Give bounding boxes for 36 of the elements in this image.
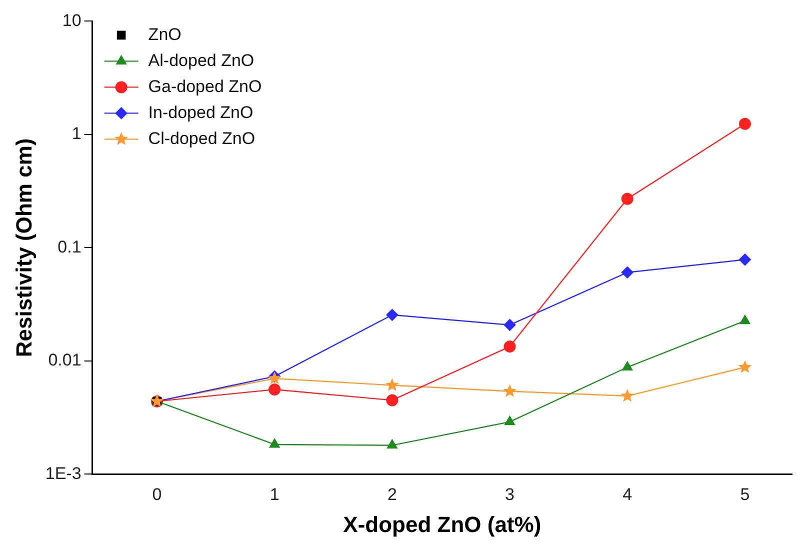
y-tick-label: 0.1 [58, 237, 82, 256]
y-axis-title: Resistivity (Ohm cm) [11, 138, 36, 358]
point [386, 439, 398, 449]
x-axis-title: X-doped ZnO (at%) [343, 512, 542, 537]
point [504, 340, 516, 353]
point [738, 118, 751, 130]
y-tick-label: 1E-3 [45, 464, 82, 483]
point [269, 438, 280, 448]
y-tick-label: 0.01 [48, 350, 82, 370]
point [386, 378, 399, 391]
legend-label: Al-doped ZnO [148, 50, 254, 70]
point [504, 416, 516, 426]
point [740, 314, 750, 324]
legend-label: In-doped ZnO [148, 102, 254, 122]
x-tick-label: 3 [505, 485, 515, 504]
point [621, 266, 634, 278]
point [738, 254, 751, 266]
x-tick-label: 2 [387, 485, 397, 504]
point [622, 361, 633, 370]
x-tick-label: 1 [270, 485, 280, 504]
legend-label: Ga-doped ZnO [148, 76, 262, 96]
legend-label: ZnO [148, 24, 182, 44]
point [386, 308, 398, 321]
point [503, 384, 516, 397]
point [268, 383, 281, 396]
y-tick-label: 1 [72, 124, 82, 144]
x-tick-label: 0 [152, 485, 162, 504]
legend-label: Cl-doped ZnO [148, 128, 256, 148]
point [386, 394, 398, 406]
point [504, 318, 516, 331]
x-tick-label: 4 [622, 485, 632, 504]
y-tick-label: 10 [62, 10, 82, 30]
point [620, 389, 634, 402]
point [621, 192, 634, 205]
point [738, 360, 752, 373]
x-tick-label: 5 [740, 485, 750, 504]
